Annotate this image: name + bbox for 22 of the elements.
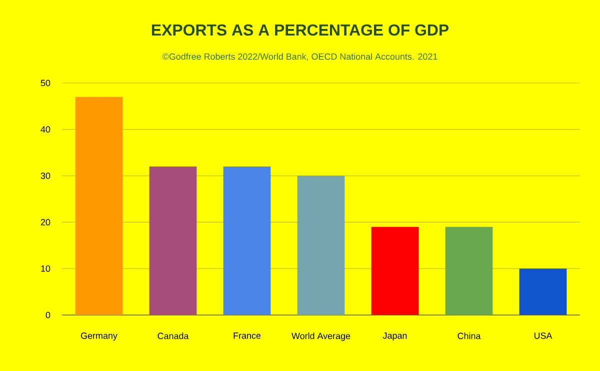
x-tick-label: China: [458, 332, 481, 340]
bar: [223, 166, 271, 315]
x-tick-label: France: [234, 332, 261, 339]
bar: [519, 268, 567, 315]
y-tick-label: 40: [40, 126, 50, 133]
y-tick-label: 20: [40, 219, 50, 226]
x-tick-label: Canada: [158, 332, 189, 340]
chart-title: EXPORTS AS A PERCENTAGE OF GDP: [152, 24, 449, 36]
bar: [445, 226, 493, 315]
chart-subtitle: ©Godfree Roberts 2022/World Bank, OECD National Accounts. 2021: [162, 53, 438, 61]
x-tick-label: Japan: [382, 332, 407, 341]
bar: [75, 96, 123, 315]
y-tick-label: 50: [40, 80, 50, 86]
x-tick-label: World Average: [292, 332, 350, 341]
bar: [149, 166, 197, 315]
bar: [297, 176, 345, 315]
x-tick-label: Germany: [81, 332, 118, 341]
y-tick-label: 10: [41, 265, 50, 272]
y-tick-label: 30: [40, 172, 50, 179]
bar: [371, 226, 419, 315]
x-tick-label: USA: [534, 332, 552, 339]
y-tick-label: 0: [46, 312, 50, 318]
